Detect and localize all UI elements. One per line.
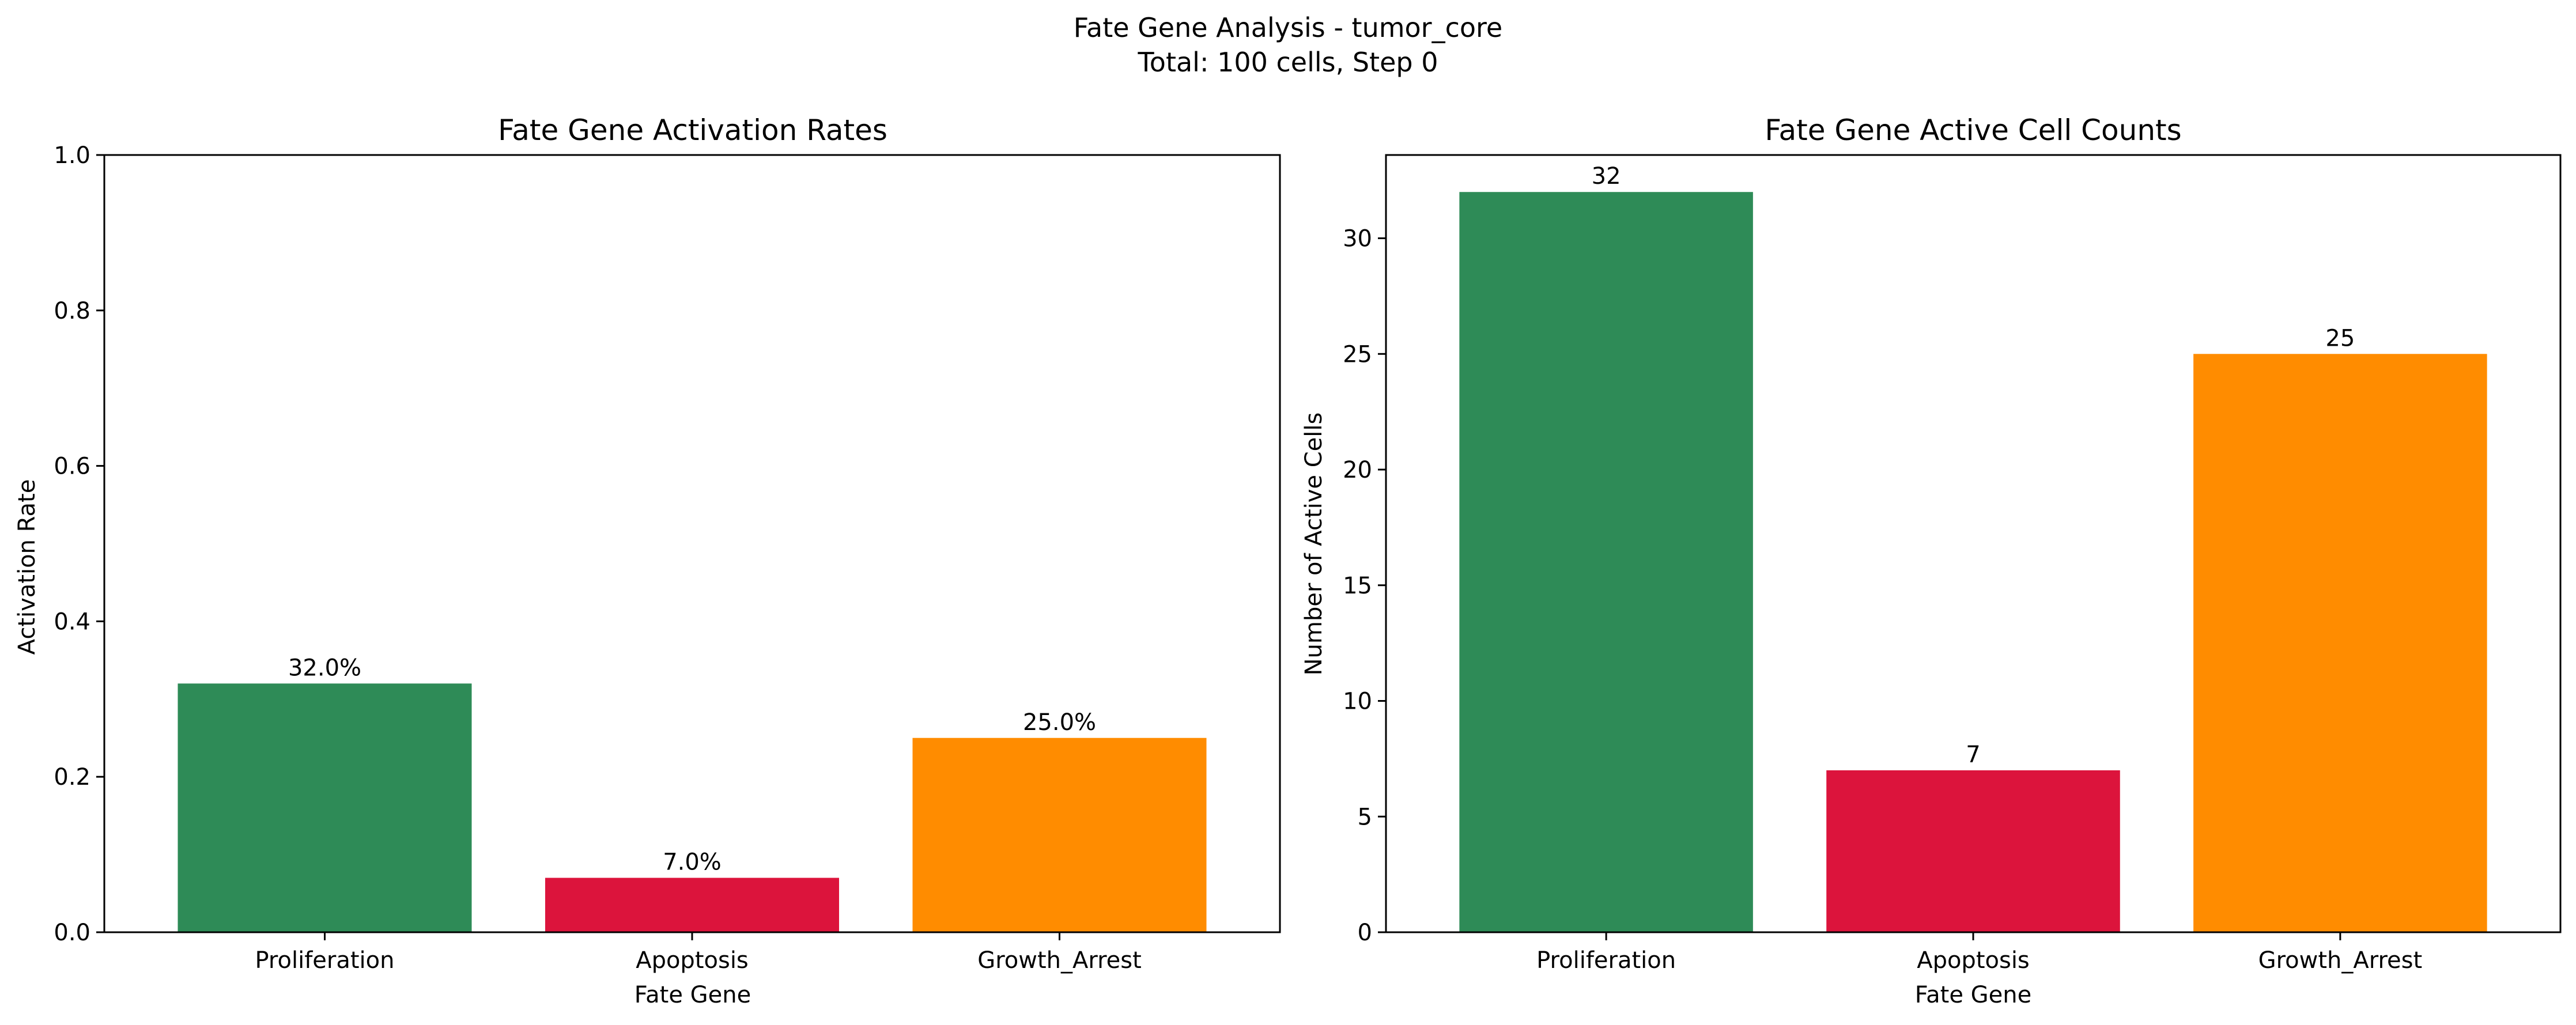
active-cell-counts-ytick-label: 30 [1343, 226, 1372, 252]
activation-rates-data-label-apoptosis: 7.0% [663, 849, 722, 876]
activation-rates-panel: Fate Gene Activation Rates Fate Gene Act… [14, 114, 1281, 1008]
active-cell-counts-ytick-label: 25 [1343, 341, 1372, 368]
figure-suptitle-line1: Fate Gene Analysis - tumor_core [1074, 12, 1502, 43]
active-cell-counts-data-label-growth-arrest: 25 [2325, 325, 2355, 351]
active-cell-counts-ylabel: Number of Active Cells [1301, 413, 1327, 676]
active-cell-counts-xtick-label-apoptosis: Apoptosis [1917, 947, 2030, 974]
activation-rates-marks: 32.0% 7.0% 25.0% 0.0 0.2 0.4 0.6 0.8 1.0 Prolifer… [54, 142, 1207, 974]
activation-rates-bar-growth-arrest [912, 737, 1207, 932]
active-cell-counts-bar-proliferation [1459, 192, 1753, 933]
activation-rates-bar-apoptosis [545, 878, 839, 932]
activation-rates-data-label-proliferation: 32.0% [288, 655, 361, 681]
activation-rates-xtick-label-proliferation: Proliferation [255, 947, 395, 974]
activation-rates-frame [103, 154, 1281, 933]
activation-rates-ytick-label: 1.0 [54, 142, 90, 169]
active-cell-counts-frame [1385, 154, 2562, 933]
active-cell-counts-data-label-apoptosis: 7 [1966, 742, 1980, 768]
activation-rates-data-label-growth-arrest: 25.0% [1023, 709, 1096, 736]
active-cell-counts-ytick-label: 20 [1343, 457, 1372, 483]
active-cell-counts-xlabel: Fate Gene [1915, 982, 2031, 1008]
activation-rates-ytick-label: 0.0 [54, 920, 90, 946]
activation-rates-ylabel: Activation Rate [14, 479, 40, 655]
activation-rates-ytick-label: 0.8 [54, 298, 90, 324]
active-cell-counts-xtick-label-growth-arrest: Growth_Arrest [2258, 947, 2423, 974]
activation-rates-ytick-label: 0.6 [54, 453, 90, 480]
active-cell-counts-ytick-label: 5 [1358, 804, 1372, 830]
active-cell-counts-data-label-proliferation: 32 [1592, 163, 1621, 190]
activation-rates-title: Fate Gene Activation Rates [498, 114, 887, 147]
active-cell-counts-xtick-label-proliferation: Proliferation [1536, 947, 1676, 974]
activation-rates-bar-proliferation [177, 683, 472, 932]
active-cell-counts-bar-apoptosis [1826, 770, 2120, 932]
active-cell-counts-ytick-label: 0 [1358, 920, 1372, 946]
active-cell-counts-ytick-label: 15 [1343, 573, 1372, 599]
activation-rates-ytick-label: 0.4 [54, 608, 90, 635]
activation-rates-xlabel: Fate Gene [634, 982, 751, 1008]
activation-rates-ytick-label: 0.2 [54, 764, 90, 791]
activation-rates-xtick-label-apoptosis: Apoptosis [636, 947, 749, 974]
active-cell-counts-panel: Fate Gene Active Cell Counts Fate Gene N… [1301, 114, 2562, 1008]
figure-suptitle-line2: Total: 100 cells, Step 0 [1138, 47, 1438, 78]
active-cell-counts-ytick-label: 10 [1343, 689, 1372, 715]
active-cell-counts-bar-growth-arrest [2193, 354, 2487, 932]
activation-rates-xtick-label-growth-arrest: Growth_Arrest [977, 947, 1142, 974]
active-cell-counts-marks: 32 7 25 0 5 10 15 20 25 30 Proliferation Apoptosis G… [1343, 163, 2487, 974]
active-cell-counts-title: Fate Gene Active Cell Counts [1765, 114, 2181, 147]
